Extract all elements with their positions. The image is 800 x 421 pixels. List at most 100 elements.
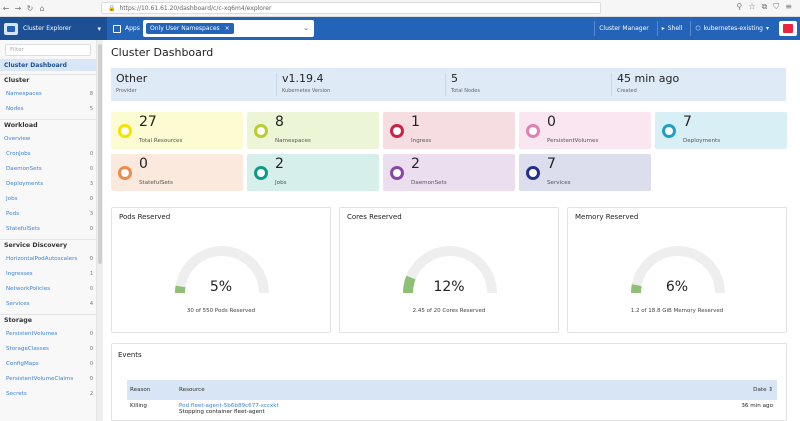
gauge-chart <box>403 246 497 294</box>
gauge-percent: 12% <box>433 279 465 295</box>
info-value: 5 <box>451 72 458 85</box>
sidebar-item-label: HorizontalPodAutoscalers <box>6 255 78 262</box>
sidebar-item-count: 4 <box>89 300 93 307</box>
sidebar-group-title[interactable]: Storage <box>0 314 96 326</box>
cluster-manager-button[interactable]: Cluster Manager <box>594 21 653 36</box>
ring-icon <box>526 165 540 180</box>
sidebar-item[interactable]: ConfigMaps 0 <box>0 356 96 371</box>
info-total-nodes: 5 Total Nodes <box>446 68 611 101</box>
resource-count: 2 <box>411 156 420 172</box>
gauge-fill <box>175 285 186 294</box>
sidebar-item-count: 3 <box>89 180 93 187</box>
sidebar-group-title[interactable]: Workload <box>0 119 96 131</box>
sidebar-item[interactable]: Namespaces 8 <box>0 86 96 101</box>
resource-card[interactable]: 1 Ingress <box>383 112 515 149</box>
resource-column-header[interactable]: Resource <box>179 387 205 393</box>
sidebar-search-input[interactable]: Filter <box>5 44 91 56</box>
remove-chip-icon[interactable]: × <box>224 25 230 32</box>
apps-button[interactable]: Apps <box>113 24 147 33</box>
info-label: Kubernetes Version <box>282 88 331 94</box>
resource-card[interactable]: 0 PersistentVolumes <box>519 112 651 149</box>
scrollbar-thumb[interactable] <box>98 44 102 264</box>
sidebar-item[interactable]: Services 4 <box>0 296 96 311</box>
terminal-icon: ▸ <box>661 25 665 32</box>
resource-label: DaemonSets <box>411 180 447 186</box>
address-bar[interactable]: 🔒 https://10.61.61.20/dashboard/c/c-xq6m… <box>101 2 601 14</box>
sidebar-scrollbar[interactable] <box>97 40 103 421</box>
info-value: v1.19.4 <box>282 72 324 85</box>
gauge-percent: 5% <box>209 279 233 295</box>
gauge-detail: 1.2 of 18.8 GiB Memory Reserved <box>630 308 724 314</box>
resource-count: 8 <box>275 114 284 130</box>
info-kubernetes-version: v1.19.4 Kubernetes Version <box>277 68 445 101</box>
sidebar-item-label: Services <box>6 300 30 307</box>
sidebar-item[interactable]: Secrets 2 <box>0 386 96 401</box>
ring-icon <box>118 165 132 180</box>
sidebar-item[interactable]: StorageClasses 0 <box>0 341 96 356</box>
resource-label: Deployments <box>683 138 721 144</box>
cluster-selector[interactable]: ⬡ kubernetes-existing ▾ <box>690 21 773 36</box>
gauge-percent: 6% <box>665 279 689 295</box>
resource-card[interactable]: 7 Deployments <box>655 112 787 149</box>
sidebar-group-title[interactable]: Service Discovery <box>0 239 96 251</box>
date-column-header[interactable]: Date ⇕ <box>753 387 773 393</box>
resource-card[interactable]: 2 DaemonSets <box>383 154 515 191</box>
gauge-fill <box>630 284 642 294</box>
user-avatar[interactable] <box>779 21 797 36</box>
bookmark-star-icon[interactable]: ☆ <box>748 2 756 11</box>
sidebar-item-label: StorageClasses <box>6 345 49 352</box>
resource-label: PersistentVolumes <box>547 138 599 144</box>
sidebar-item[interactable]: PersistentVolumes 0 <box>0 326 96 341</box>
sidebar-item[interactable]: StatefulSets 0 <box>0 221 96 236</box>
sidebar-item[interactable]: Overview <box>0 131 96 146</box>
resource-label: Jobs <box>275 180 287 186</box>
home-icon[interactable]: ⌂ <box>39 3 45 13</box>
sidebar-item[interactable]: Nodes 5 <box>0 101 96 116</box>
ring-icon <box>390 165 404 180</box>
resource-label: Total Resources <box>139 138 183 144</box>
resource-card[interactable]: 27 Total Resources <box>111 112 243 149</box>
shield-icon[interactable]: ⛉ <box>773 2 780 11</box>
sidebar-item[interactable]: Deployments 3 <box>0 176 96 191</box>
app-header: Cluster Explorer ▾ Apps Only User Namesp… <box>0 17 800 40</box>
reload-icon[interactable]: ↻ <box>26 3 34 13</box>
resource-card[interactable]: 0 StatefulSets <box>111 154 243 191</box>
sidebar-item[interactable]: PersistentVolumeClaims 0 <box>0 371 96 386</box>
event-resource-link[interactable]: Pod fleet-agent-5b6b89c677-sccxkt <box>179 403 279 409</box>
location-icon[interactable]: ⚲ <box>736 2 743 11</box>
menu-icon[interactable]: ≡ <box>785 2 792 11</box>
sidebar-item-label: DaemonSets <box>6 165 42 172</box>
reason-column-header[interactable]: Reason <box>130 387 151 393</box>
sidebar-item-label: ConfigMaps <box>6 360 39 367</box>
product-switcher[interactable]: Cluster Explorer ▾ <box>0 17 107 40</box>
resource-card[interactable]: 2 Jobs <box>247 154 379 191</box>
sidebar-item[interactable]: CronJobs 0 <box>0 146 96 161</box>
sidebar-item-count: 2 <box>89 390 93 397</box>
sidebar-item[interactable]: HorizontalPodAutoscalers 0 <box>0 251 96 266</box>
sidebar-item[interactable]: Jobs 0 <box>0 191 96 206</box>
sidebar-item-label: Overview <box>4 135 31 142</box>
sidebar-item-cluster-dashboard[interactable]: Cluster Dashboard <box>0 59 96 71</box>
resource-label: Namespaces <box>275 138 311 144</box>
sidebar-item[interactable]: DaemonSets 0 <box>0 161 96 176</box>
sidebar-item[interactable]: Ingresses 1 <box>0 266 96 281</box>
resource-count: 0 <box>139 156 148 172</box>
shell-button[interactable]: ▸ Shell <box>656 21 687 36</box>
resource-card[interactable]: 7 Services <box>519 154 651 191</box>
sidebar-item[interactable]: Pods 3 <box>0 206 96 221</box>
namespace-chip-label: Only User Namespaces <box>150 25 220 32</box>
resource-card[interactable]: 8 Namespaces <box>247 112 379 149</box>
namespace-filter[interactable]: Only User Namespaces × ⌄ <box>143 20 314 37</box>
sidebar-item[interactable]: NetworkPolicies 0 <box>0 281 96 296</box>
sidebar-item-label: Secrets <box>6 390 27 397</box>
sidebar-group-title[interactable]: Cluster <box>0 74 96 86</box>
info-label: Created <box>617 88 637 94</box>
back-icon[interactable]: ← <box>2 3 10 13</box>
chevron-down-icon[interactable]: ⌄ <box>303 24 309 32</box>
resource-label: Services <box>547 180 571 186</box>
namespace-chip: Only User Namespaces × <box>146 23 234 34</box>
extensions-icon[interactable]: ⧉ <box>761 2 768 11</box>
info-value: 45 min ago <box>617 72 680 85</box>
resource-count: 7 <box>547 156 556 172</box>
forward-icon[interactable]: → <box>14 3 22 13</box>
